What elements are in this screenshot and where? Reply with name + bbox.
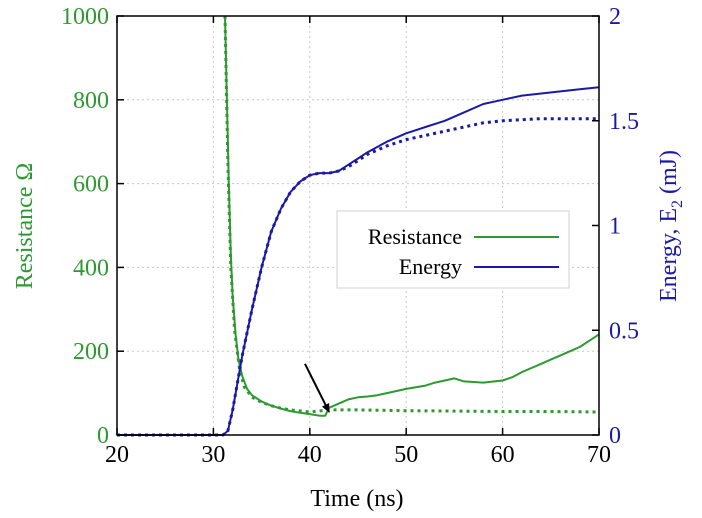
legend-label: Energy <box>399 254 462 279</box>
resistance-solid-line <box>224 15 600 417</box>
y-left-tick-label: 1000 <box>61 4 109 30</box>
y-axis-right-label-main: Energy, E <box>656 208 682 302</box>
y-axis-left-label: Resistance Ω <box>12 163 38 289</box>
y-left-tick-label: 400 <box>73 255 109 281</box>
y-right-tick-label: 2 <box>609 4 621 30</box>
y-right-tick-label: 1.5 <box>609 109 639 135</box>
x-tick-label: 70 <box>587 442 611 468</box>
energy-solid-line <box>117 86 600 436</box>
annotation-arrow <box>304 363 330 413</box>
y-left-tick-label: 200 <box>73 339 109 365</box>
legend: Resistance Energy <box>336 210 570 289</box>
legend-box <box>336 210 570 289</box>
x-tick-label: 60 <box>491 442 515 468</box>
x-tick-label: 40 <box>298 442 322 468</box>
plot-series <box>117 15 600 437</box>
x-tick-label: 30 <box>201 442 225 468</box>
y-left-tick-label: 800 <box>73 88 109 114</box>
resistance-dotted-line <box>223 15 600 414</box>
y-axis-right-label: Energy, E2 (mJ) <box>656 150 686 302</box>
legend-label: Resistance <box>368 224 462 249</box>
y-axis-right-label-sub: 2 <box>669 200 686 208</box>
y-right-tick-label: 0 <box>609 423 621 449</box>
x-axis-label: Time (ns) <box>310 486 403 512</box>
y-left-tick-label: 0 <box>97 423 109 449</box>
annotations <box>304 363 330 413</box>
x-tick-label: 50 <box>394 442 418 468</box>
y-axis-right-label-unit: (mJ) <box>656 150 682 200</box>
y-left-tick-label: 600 <box>73 172 109 198</box>
energy-dotted-line <box>117 117 599 437</box>
y-right-tick-label: 1 <box>609 214 621 240</box>
x-tick-label: 20 <box>105 442 129 468</box>
y-right-tick-label: 0.5 <box>609 318 639 344</box>
